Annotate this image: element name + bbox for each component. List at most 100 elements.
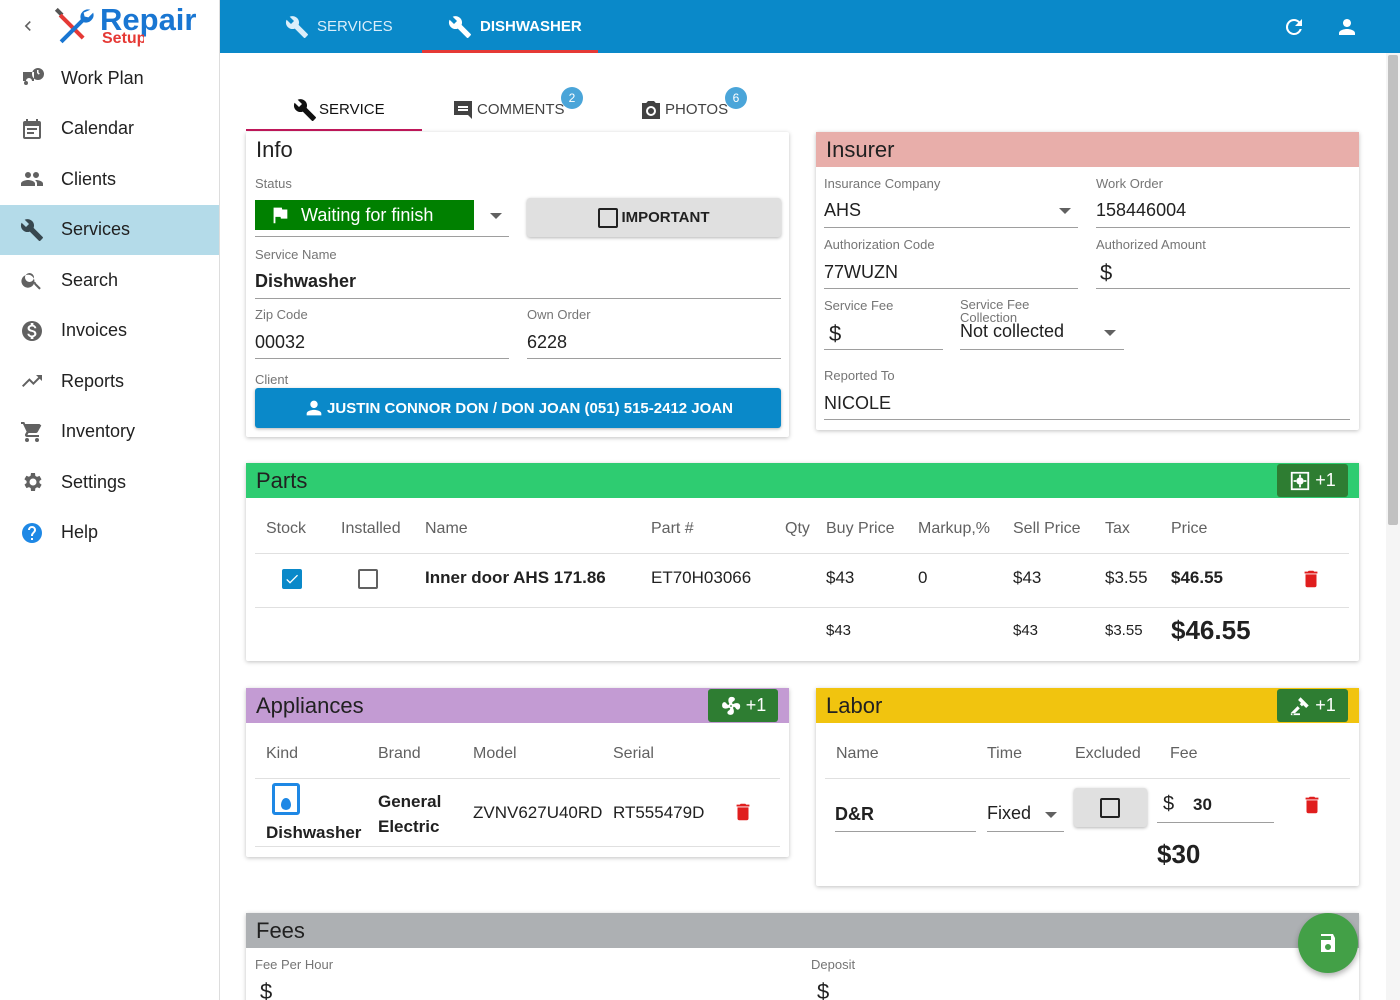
person-icon [306,400,322,416]
insurance-company-underline [824,227,1078,228]
sidebar-item-work-plan[interactable]: Work Plan [0,53,219,103]
tab-dishwasher[interactable]: DISHWASHER [448,0,582,53]
work-order-field[interactable]: 158446004 [1096,200,1187,220]
dollar-circle-icon [22,320,42,341]
sidebar-item-label: Invoices [61,320,128,340]
top-bar: SERVICES DISHWASHER [220,0,1400,53]
trash-icon [736,803,750,821]
trash-icon [1305,796,1319,814]
sidebar-item-calendar[interactable]: Calendar [0,104,219,154]
status-select[interactable]: Waiting for finish [255,200,509,237]
parts-total-sell: $43 [1013,622,1039,639]
insurer-title: Insurer [816,132,1359,167]
add-labor-button[interactable]: +1 [1277,689,1348,722]
back-button[interactable] [18,16,38,36]
tab-services[interactable]: SERVICES [285,0,393,53]
auth-amount-underline [1096,288,1350,289]
sidebar: Repair Setup Work Plan Calendar Clients Ser… [0,0,220,1000]
labor-name-field[interactable]: D&R [835,804,976,832]
parts-col-header: Stock [266,520,307,537]
add-part-button[interactable]: +1 [1277,464,1348,497]
service-fee-field[interactable] [846,321,943,347]
cart-icon [21,421,42,442]
zip-field[interactable]: 00032 [255,332,306,352]
parts-col-header: Name [425,520,468,537]
sidebar-item-invoices[interactable]: Invoices [0,306,219,356]
fee-per-hour-label: Fee Per Hour [255,957,334,972]
info-title: Info [256,136,293,162]
auth-code-underline [824,288,1078,289]
parts-col-header: Sell Price [1013,520,1081,537]
people-icon [21,172,43,186]
auth-code-field[interactable]: 77WUZN [824,262,899,282]
info-card: Info Status Waiting for finish IMPORTANT… [246,132,789,437]
parts-col-header: Buy Price [826,520,895,537]
reported-to-field[interactable]: NICOLE [824,393,892,413]
account-button[interactable] [1335,15,1359,39]
sidebar-item-help[interactable]: Help [0,508,219,558]
sidebar-item-clients[interactable]: Clients [0,154,219,204]
add-labor-label: +1 [1315,695,1336,715]
part-price: $46.55 [1171,568,1223,587]
service-name-field[interactable]: Dishwasher [255,271,357,291]
scrollbar-thumb[interactable] [1388,55,1398,525]
own-order-label: Own Order [527,307,591,322]
subtab-photos-label: PHOTOS [665,101,729,118]
work-order-label: Work Order [1096,176,1163,191]
delete-part-button[interactable] [1300,568,1322,590]
subtab-photos[interactable]: PHOTOS [639,88,728,131]
auth-amount-field[interactable] [1118,260,1350,286]
subtab-service-label: SERVICE [319,101,385,118]
own-order-field[interactable]: 6228 [527,332,568,352]
fee-collection-label: Service Fee Collection [960,297,1030,325]
labor-time-select[interactable]: Fixed [987,803,1064,832]
checkbox-outline-icon [598,207,619,228]
fee-collection-select[interactable]: Not collected [960,321,1065,341]
save-icon [1321,934,1335,952]
own-order-underline [527,358,781,359]
scrollbar[interactable] [1386,53,1400,1000]
deposit-label: Deposit [811,957,856,972]
add-appliance-button[interactable]: +1 [708,689,778,722]
parts-col-header: Part # [651,520,694,537]
fees-title: Fees [246,913,1359,948]
tab-services-label: SERVICES [317,18,393,35]
subtab-service[interactable]: SERVICE [293,88,385,131]
dishwasher-icon [272,783,300,815]
stock-checkbox[interactable] [282,569,302,589]
sidebar-item-search[interactable]: Search [0,255,219,305]
client-button[interactable]: JUSTIN CONNOR DON / DON JOAN (051) 515-2… [255,388,781,428]
status-chip: Waiting for finish [255,200,474,230]
save-button[interactable] [1298,913,1358,973]
subtab-comments[interactable]: COMMENTS [451,88,565,131]
excluded-toggle-button[interactable] [1074,788,1147,827]
delete-appliance-button[interactable] [732,801,754,823]
sidebar-item-label: Help [61,522,99,542]
hammer-icon [1291,696,1309,715]
sidebar-item-settings[interactable]: Settings [0,457,219,507]
labor-fee-field[interactable]: 30 [1157,795,1274,823]
sidebar-item-label: Inventory [61,421,136,441]
subtab-active-indicator [246,129,422,131]
fee-per-hour-field[interactable] [278,979,778,1000]
logo-tools-icon [54,7,94,44]
sidebar-item-inventory[interactable]: Inventory [0,407,219,457]
insurance-company-select[interactable]: AHS [824,200,862,220]
installed-checkbox[interactable] [358,569,378,589]
fan-icon [721,696,740,715]
part-markup[interactable]: 0 [918,568,928,587]
delete-labor-button[interactable] [1301,794,1323,816]
labor-col-header: Fee [1170,745,1198,762]
sidebar-item-reports[interactable]: Reports [0,356,219,406]
help-icon [22,522,42,543]
zip-underline [255,358,509,359]
deposit-field[interactable] [836,979,1336,1000]
appliances-title: Appliances [246,688,789,723]
appliance-model: ZVNV627U40RD [473,803,603,822]
appliances-col-header: Brand [378,745,421,762]
important-button[interactable]: IMPORTANT [527,198,781,237]
sidebar-item-services[interactable]: Services [0,204,219,255]
checkbox-outline-icon [1100,798,1120,818]
refresh-button[interactable] [1282,15,1306,39]
fees-card: Fees Fee Per Hour $ Deposit $ [246,913,1359,1000]
